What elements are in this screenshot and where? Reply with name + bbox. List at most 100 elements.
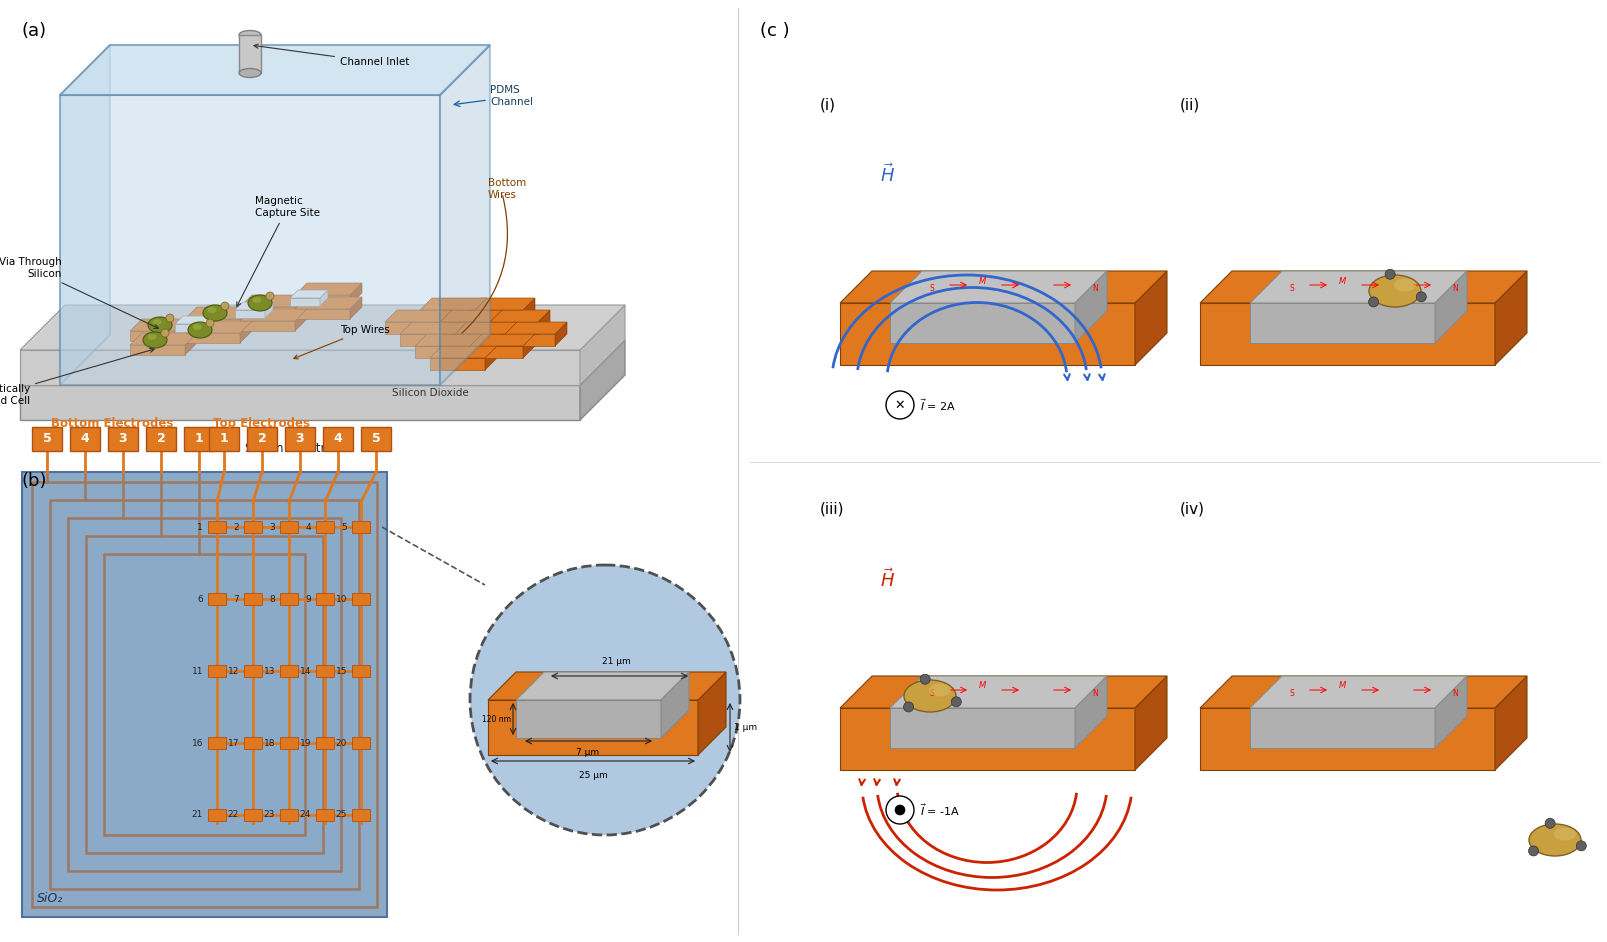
- Text: 1 μm: 1 μm: [733, 723, 757, 733]
- Ellipse shape: [1528, 824, 1580, 856]
- Ellipse shape: [239, 30, 260, 40]
- Polygon shape: [468, 334, 535, 346]
- Bar: [280, 521, 297, 533]
- Text: M: M: [1337, 277, 1345, 285]
- Bar: [317, 665, 334, 677]
- Ellipse shape: [247, 295, 272, 311]
- Text: 1: 1: [194, 432, 202, 446]
- Polygon shape: [469, 334, 482, 358]
- Bar: [207, 521, 227, 533]
- Polygon shape: [239, 309, 307, 321]
- Bar: [104, 554, 305, 835]
- Text: S: S: [1289, 689, 1294, 698]
- Polygon shape: [384, 310, 452, 322]
- Ellipse shape: [153, 319, 161, 325]
- Text: 25 μm: 25 μm: [579, 771, 607, 780]
- Polygon shape: [130, 345, 185, 355]
- Polygon shape: [419, 298, 487, 310]
- Bar: [85, 536, 323, 853]
- Polygon shape: [538, 310, 550, 334]
- Polygon shape: [185, 319, 239, 329]
- Bar: [67, 518, 341, 871]
- Polygon shape: [516, 700, 660, 738]
- Polygon shape: [839, 676, 1167, 708]
- Text: 17: 17: [227, 739, 239, 748]
- Bar: [352, 737, 370, 749]
- FancyBboxPatch shape: [362, 427, 391, 451]
- Polygon shape: [889, 676, 1106, 708]
- Text: 24: 24: [299, 810, 310, 820]
- Polygon shape: [468, 298, 535, 310]
- Text: 3: 3: [296, 432, 304, 446]
- Text: $\vec{H}$: $\vec{H}$: [881, 569, 895, 592]
- Bar: [22, 472, 387, 917]
- Polygon shape: [450, 334, 505, 346]
- Text: N: N: [1091, 284, 1098, 293]
- Ellipse shape: [188, 322, 212, 338]
- Text: 21: 21: [191, 810, 202, 820]
- Polygon shape: [1075, 271, 1106, 343]
- FancyBboxPatch shape: [71, 427, 100, 451]
- Polygon shape: [580, 305, 625, 385]
- Polygon shape: [19, 340, 625, 385]
- Circle shape: [951, 697, 961, 706]
- Circle shape: [220, 302, 228, 310]
- Bar: [280, 737, 297, 749]
- Text: 120 nm: 120 nm: [482, 714, 511, 723]
- Polygon shape: [239, 307, 252, 329]
- Ellipse shape: [148, 334, 156, 340]
- Polygon shape: [185, 307, 252, 319]
- Circle shape: [1544, 819, 1554, 828]
- Polygon shape: [429, 346, 497, 358]
- Circle shape: [161, 329, 169, 337]
- Text: Bottom Electrodes: Bottom Electrodes: [51, 417, 174, 430]
- Polygon shape: [490, 310, 501, 334]
- Polygon shape: [185, 321, 252, 333]
- Text: 23: 23: [264, 810, 275, 820]
- Polygon shape: [239, 295, 307, 307]
- FancyBboxPatch shape: [323, 427, 354, 451]
- Polygon shape: [474, 298, 487, 322]
- Text: ✕: ✕: [893, 398, 905, 412]
- Ellipse shape: [1368, 275, 1421, 307]
- Text: (a): (a): [22, 22, 47, 40]
- Bar: [317, 593, 334, 605]
- Text: M: M: [977, 681, 985, 690]
- Text: 9: 9: [305, 594, 310, 604]
- Bar: [207, 809, 227, 821]
- Text: (ii): (ii): [1180, 97, 1199, 112]
- Ellipse shape: [903, 680, 956, 712]
- Polygon shape: [1135, 676, 1167, 770]
- Text: Via Through
Silicon: Via Through Silicon: [0, 257, 157, 329]
- Text: 8: 8: [268, 594, 275, 604]
- Circle shape: [1384, 269, 1395, 279]
- Polygon shape: [185, 333, 239, 343]
- Polygon shape: [485, 346, 497, 370]
- Text: 4: 4: [333, 432, 342, 446]
- FancyBboxPatch shape: [146, 427, 175, 451]
- FancyBboxPatch shape: [284, 427, 315, 451]
- Text: 6: 6: [198, 594, 202, 604]
- Text: 20: 20: [336, 739, 347, 748]
- Circle shape: [885, 391, 913, 419]
- Text: N: N: [1091, 689, 1098, 698]
- Ellipse shape: [239, 69, 260, 77]
- Polygon shape: [59, 45, 490, 95]
- Text: 16: 16: [191, 739, 202, 748]
- Circle shape: [1528, 846, 1538, 856]
- Ellipse shape: [207, 307, 217, 313]
- Ellipse shape: [148, 317, 172, 333]
- Text: $\vec{I}$ = -1A: $\vec{I}$ = -1A: [919, 803, 959, 818]
- Polygon shape: [500, 322, 567, 334]
- Ellipse shape: [252, 297, 262, 303]
- Polygon shape: [415, 346, 469, 358]
- Bar: [50, 500, 358, 889]
- Polygon shape: [1433, 271, 1466, 343]
- Polygon shape: [500, 334, 554, 346]
- Polygon shape: [239, 35, 260, 73]
- Bar: [244, 737, 262, 749]
- Text: 3: 3: [268, 523, 275, 531]
- Text: M: M: [1337, 681, 1345, 690]
- Bar: [244, 809, 262, 821]
- Text: N: N: [1451, 284, 1458, 293]
